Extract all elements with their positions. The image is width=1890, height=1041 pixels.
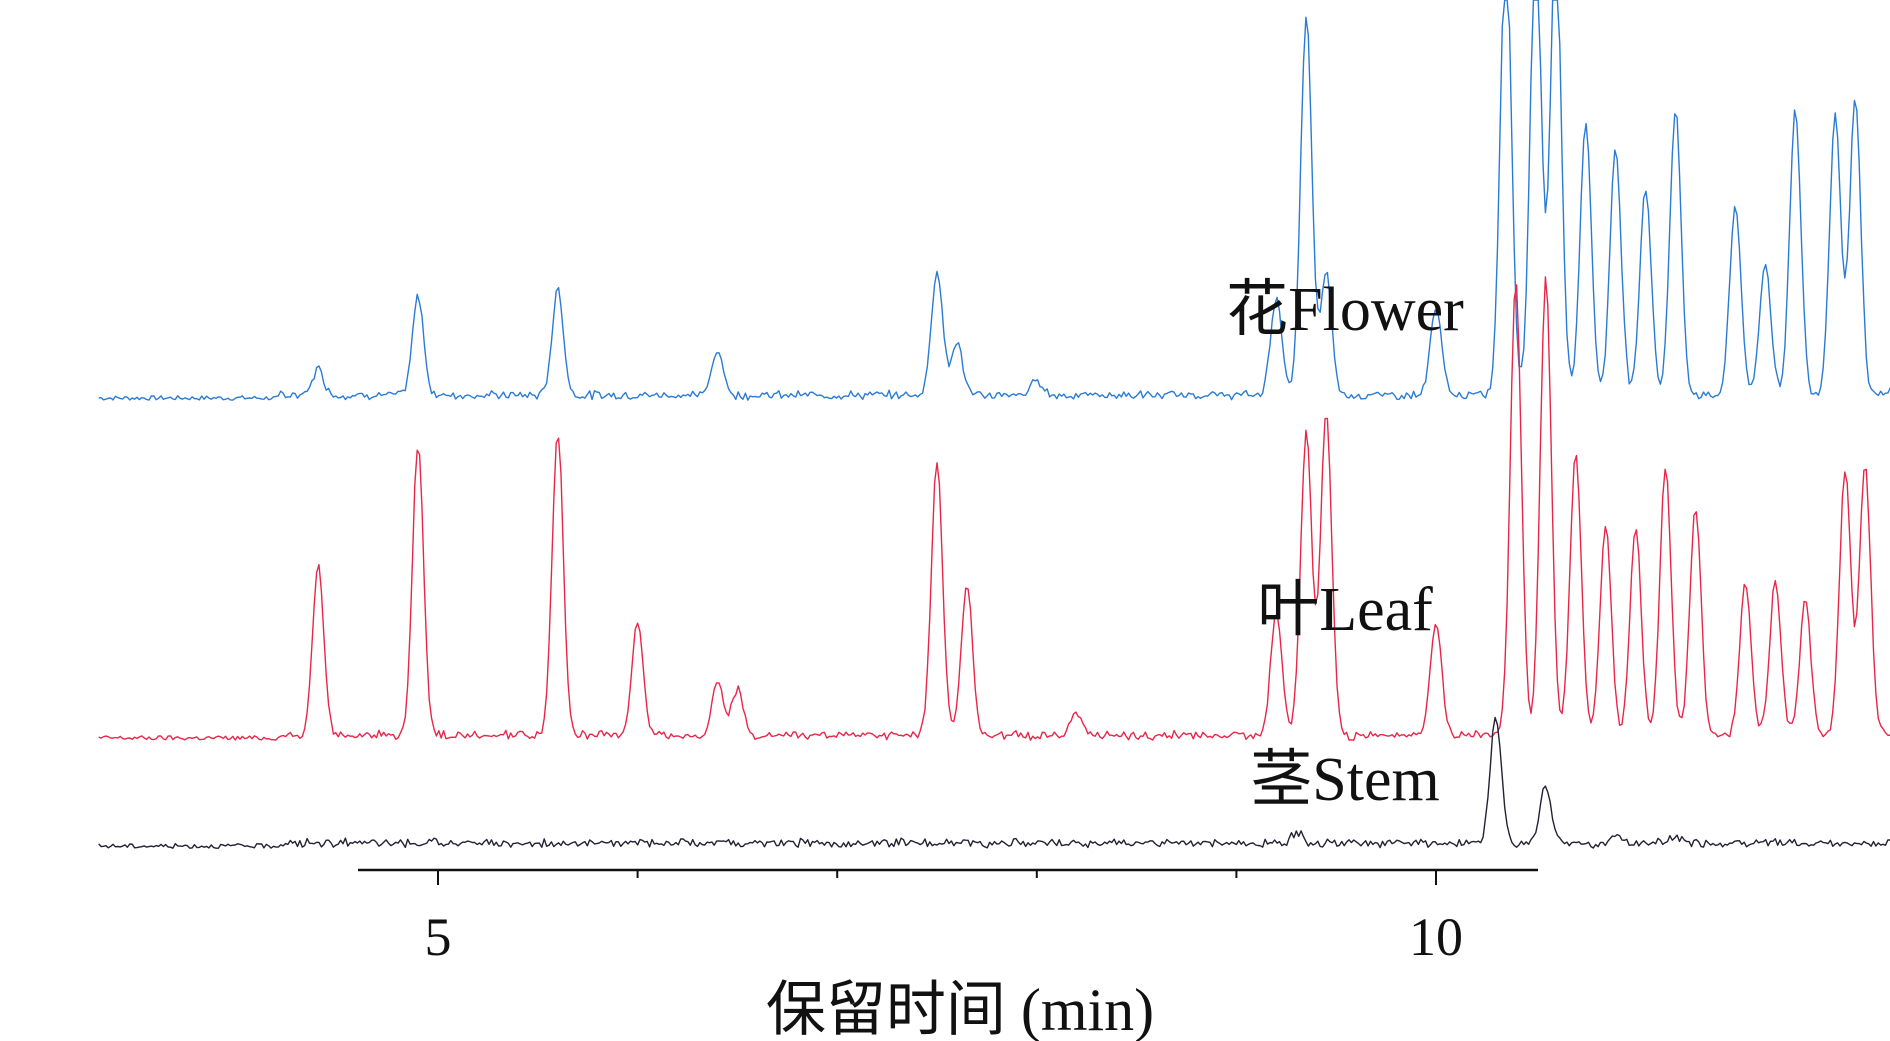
- trace-1: [98, 276, 1890, 741]
- x-axis: 51015202530: [358, 868, 1538, 967]
- trace-0: [98, 0, 1890, 401]
- trace-2: [98, 716, 1890, 849]
- x-axis-title: 保留时间 (min): [766, 977, 1154, 1041]
- series-label-2: 茎Stem: [1250, 746, 1439, 814]
- x-tick-label: 10: [1409, 907, 1463, 967]
- x-tick-label: 5: [425, 907, 452, 967]
- series-label-1: 叶Leaf: [1257, 576, 1433, 644]
- chromatogram-traces: [98, 0, 1890, 849]
- series-labels: 花Flower 叶Leaf 茎Stem: [1226, 276, 1464, 814]
- series-label-0: 花Flower: [1226, 276, 1464, 344]
